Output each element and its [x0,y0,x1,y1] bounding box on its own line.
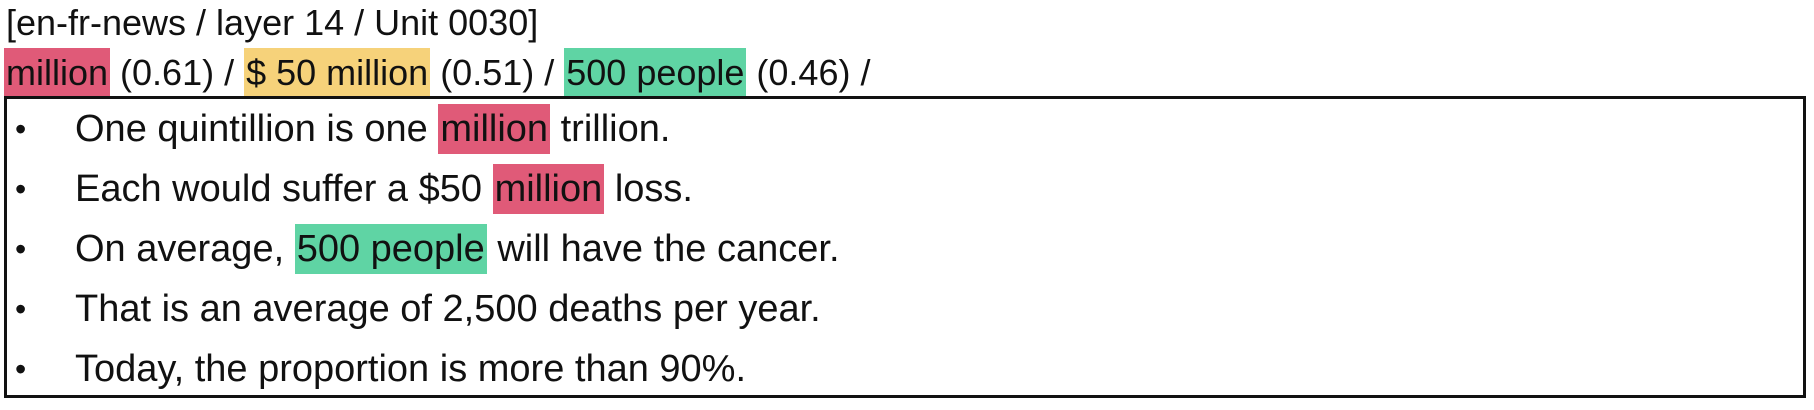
summary-score: (0.51) [430,52,535,93]
bullet-icon: • [15,291,27,327]
example-sentence: One quintillion is one million trillion. [75,99,670,159]
example-sentence: Today, the proportion is more than 90%. [75,339,746,399]
sentence-text: loss. [604,168,693,210]
bullet-icon: • [15,111,27,147]
unit-title: [en-fr-news / layer 14 / Unit 0030] [6,2,539,43]
summary-separator: / [214,52,245,93]
sentence-text: trillion. [550,108,671,150]
highlighted-token: 500 people [294,224,487,274]
summary-score: (0.61) [110,52,215,93]
bullet-icon: • [15,171,27,207]
example-sentence: That is an average of 2,500 deaths per y… [75,279,821,339]
bullet-icon: • [15,351,27,387]
sentence-text: That is an average of 2,500 deaths per y… [75,288,821,330]
sentence-text: Each would suffer a $50 [75,168,493,210]
example-item: • That is an average of 2,500 deaths per … [7,279,1803,339]
summary-separator: / [534,52,565,93]
example-item: • Today, the proportion is more than 90%. [7,339,1803,399]
sentence-text: One quintillion is one [75,108,439,150]
example-sentence: Each would suffer a $50 million loss. [75,159,693,219]
summary-token: 500 people [564,48,747,97]
summary-separator: / [850,52,871,93]
example-sentence: On average, 500 people will have the can… [75,219,840,279]
token-summary: million (0.61) / $ 50 million (0.51) / 5… [4,48,870,98]
sentence-text: will have the cancer. [486,228,840,270]
summary-score: (0.46) [746,52,851,93]
sentence-text: On average, [75,228,295,270]
highlighted-token: million [438,104,551,154]
bullet-icon: • [15,231,27,267]
examples-list: • One quintillion is one million trillion… [7,99,1803,399]
example-item: • Each would suffer a $50 million loss. [7,159,1803,219]
sentence-text: Today, the proportion is more than 90%. [75,348,747,390]
example-item: • One quintillion is one million trillion… [7,99,1803,159]
highlighted-token: million [492,164,605,214]
example-item: • On average, 500 people will have the ca… [7,219,1803,279]
summary-token: million [4,48,111,97]
summary-token: $ 50 million [244,48,431,97]
examples-box: • One quintillion is one million trillion… [4,96,1806,398]
